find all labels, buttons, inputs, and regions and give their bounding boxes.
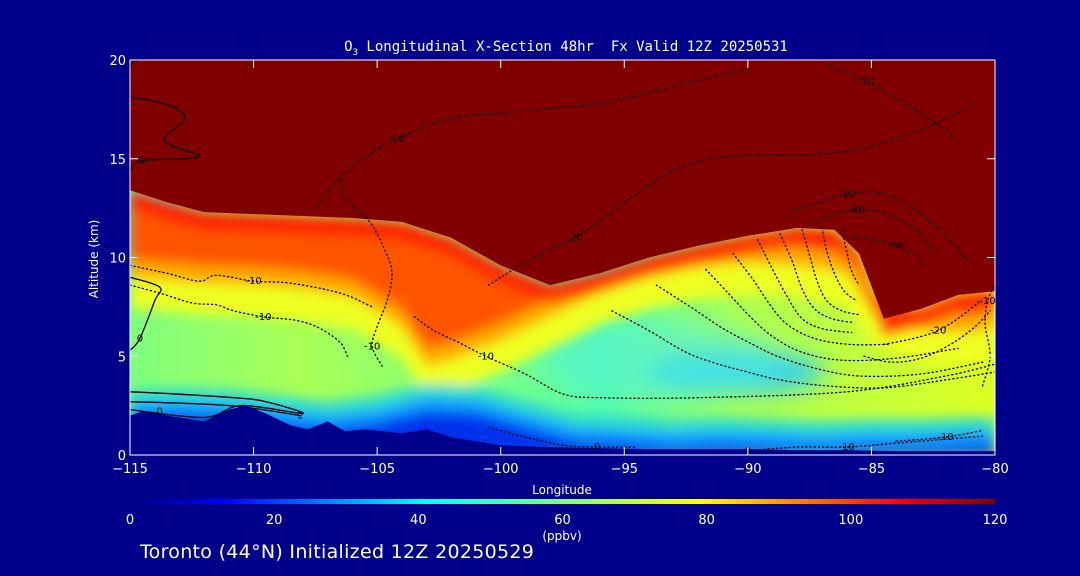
colorbar-tick-label-0: 0 <box>126 513 134 528</box>
dotted-contour-21 <box>779 233 855 324</box>
y-axis-label: Altitude (km) <box>87 220 101 299</box>
solid-contour-1 <box>130 276 162 351</box>
colorbar-tick-label-5: 100 <box>838 513 863 528</box>
stratosphere-fill <box>130 60 995 319</box>
dotted-contour-3 <box>413 316 995 399</box>
terrain-mask <box>130 405 995 455</box>
x-tick-label-1: −110 <box>236 462 272 477</box>
dotted-contour-23 <box>821 227 858 302</box>
dotted-contour-7 <box>791 191 969 263</box>
dotted-contour-10 <box>883 300 981 346</box>
footer-caption: Toronto (44°N) Initialized 12Z 20250529 <box>140 541 535 563</box>
title-subscript: 3 <box>353 48 358 58</box>
colorbar-tick-label-6: 120 <box>983 513 1008 528</box>
dotted-contour-5 <box>487 102 976 286</box>
dotted-contour-13 <box>895 429 984 442</box>
colorbar-tick-label-3: 60 <box>554 513 571 528</box>
dotted-contour-label-13: -10 <box>937 432 953 443</box>
x-tick-label-0: −115 <box>112 462 148 477</box>
x-tick-label-5: −90 <box>734 462 761 477</box>
dotted-contour-label-10: -20 <box>930 326 946 337</box>
y-tick-label-0: 0 <box>118 449 126 464</box>
dotted-contour-18 <box>705 268 959 362</box>
band-red <box>130 190 995 337</box>
solid-contour-label-0: 0 <box>139 156 145 167</box>
dotted-contour-0 <box>130 264 373 308</box>
dotted-contour-label-0: -10 <box>245 276 261 287</box>
dotted-contour-19 <box>732 252 890 346</box>
dotted-contour-20 <box>757 239 853 334</box>
y-tick-label-1: 5 <box>118 350 126 365</box>
solid-contour-2 <box>130 391 304 419</box>
dotted-contour-14 <box>487 426 638 448</box>
dotted-contour-label-5: -20 <box>567 233 583 244</box>
dotted-contour-6 <box>826 63 957 140</box>
dotted-contour-24 <box>841 229 860 286</box>
y-tick-label-3: 15 <box>109 153 126 168</box>
solid-contour-label-1: 0 <box>137 333 143 344</box>
x-tick-label-6: −85 <box>858 462 885 477</box>
colorbar-tick-label-2: 40 <box>410 513 427 528</box>
title-main: Longitudinal X-Section 48hr Fx Valid 12Z… <box>358 39 788 55</box>
dotted-contour-25 <box>863 310 991 363</box>
solid-contour-label-2: 0 <box>156 407 162 418</box>
dotted-contour-label-8: -40 <box>848 205 864 216</box>
dotted-contour-label-14: 0 <box>594 442 600 453</box>
y-tick-label-4: 20 <box>109 54 126 69</box>
colorbar: 0 20 40 60 80 100 120 (ppbv) <box>126 499 1008 543</box>
colorbar-gradient <box>130 499 995 504</box>
dotted-contour-label-6: -10 <box>858 77 874 88</box>
dotted-contour-label-2: -10 <box>364 341 380 352</box>
dotted-contour-8 <box>811 209 934 255</box>
dotted-contour-17 <box>655 284 984 378</box>
x-axis: −115 −110 −105 −100 −95 −90 −85 −80 <box>112 60 1009 477</box>
dotted-contour-label-7: -30 <box>839 189 855 200</box>
colorbar-unit: (ppbv) <box>542 529 581 543</box>
dotted-contour-12 <box>742 435 984 452</box>
solid-contour-0 <box>130 60 200 172</box>
dotted-contour-16 <box>611 310 995 389</box>
dotted-contour-label-11: -10 <box>979 296 995 307</box>
dotted-contour-11 <box>981 284 995 387</box>
title-prefix: O <box>344 39 352 55</box>
x-tick-label-7: −80 <box>981 462 1008 477</box>
dotted-contour-label-12: -10 <box>839 442 855 453</box>
dotted-contour-label-9: -50 <box>888 241 904 252</box>
dotted-contour-4 <box>314 67 754 209</box>
x-tick-label-3: −100 <box>483 462 519 477</box>
chart-title: O3 Longitudinal X-Section 48hr Fx Valid … <box>344 39 788 58</box>
solid-contour-3 <box>130 401 301 417</box>
dotted-contour-2 <box>339 175 393 367</box>
x-axis-label: Longitude <box>532 483 592 497</box>
dotted-contour-label-4: -10 <box>389 134 405 145</box>
low-ozone-halo <box>541 320 782 401</box>
dotted-contour-1 <box>130 284 349 357</box>
solid-contour-label-3: 2 <box>297 411 303 422</box>
y-tick-label-2: 10 <box>109 252 126 267</box>
x-tick-label-4: −95 <box>611 462 638 477</box>
dotted-contour-label-1: -10 <box>255 312 271 323</box>
colorbar-tick-label-1: 20 <box>266 513 283 528</box>
plot-area <box>130 60 995 455</box>
dotted-contour-label-3: -10 <box>478 351 494 362</box>
x-tick-label-2: −105 <box>359 462 395 477</box>
colorbar-tick-label-4: 80 <box>698 513 715 528</box>
